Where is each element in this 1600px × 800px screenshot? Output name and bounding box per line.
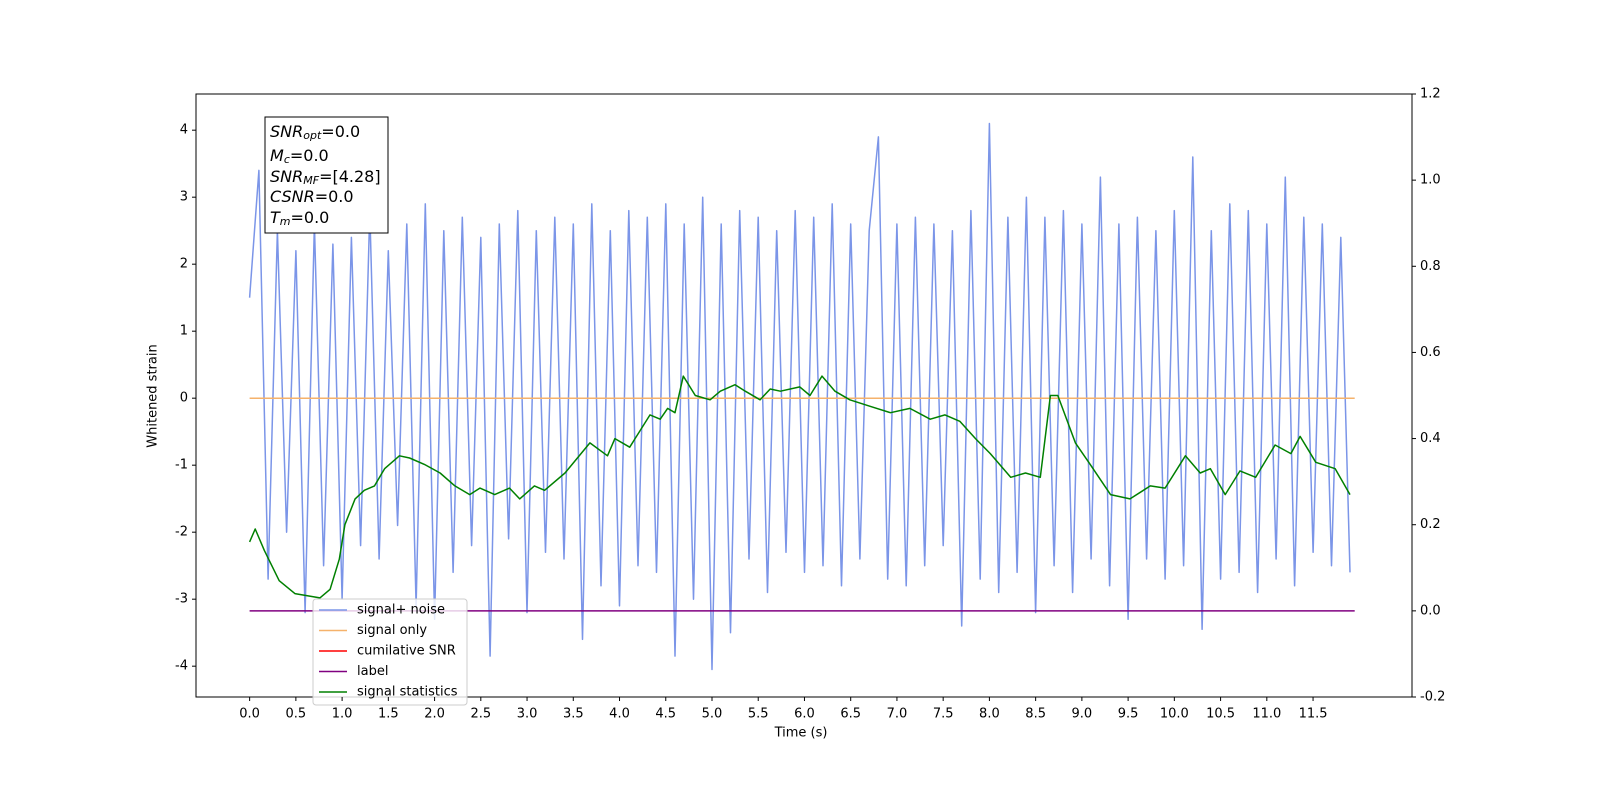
annotation-text: Tm=0.0 (270, 208, 329, 229)
x-tick-label: 3.5 (563, 707, 584, 722)
annotation-name: CSNR (270, 187, 315, 206)
annotation-subscript: opt (303, 129, 322, 142)
x-tick-label: 4.5 (655, 707, 676, 722)
series-line (248, 122, 1351, 671)
x-tick-label: 1.0 (332, 707, 353, 722)
annotation-name: SNR (270, 122, 303, 141)
x-tick-label: 11.0 (1252, 707, 1281, 722)
annotation-name: SNR (270, 167, 303, 186)
x-tick-label: 5.0 (702, 707, 723, 722)
x-tick-label: 0.0 (239, 707, 260, 722)
y-tick-label: -1 (175, 458, 188, 473)
x-tick-label: 9.0 (1072, 707, 1093, 722)
legend-label: cumilative SNR (357, 644, 456, 659)
annotation-value: =0.0 (321, 122, 360, 141)
y-tick-label: -4 (175, 659, 188, 674)
x-tick-label: 4.0 (609, 707, 630, 722)
annotation-value: =0.0 (290, 146, 329, 165)
y2-tick-label: 1.2 (1420, 87, 1441, 102)
x-tick-label: 8.5 (1025, 707, 1046, 722)
x-tick-label: 11.5 (1299, 707, 1328, 722)
x-tick-label: 2.5 (470, 707, 491, 722)
x-tick-label: 7.0 (887, 707, 908, 722)
x-tick-label: 6.5 (840, 707, 861, 722)
x-tick-label: 1.5 (378, 707, 399, 722)
annotation-value: =0.0 (315, 187, 354, 206)
legend-label: signal+ noise (357, 603, 445, 618)
x-tick-label: 10.0 (1160, 707, 1189, 722)
y-axis-label: Whitened strain (146, 344, 161, 447)
annotation-frame (264, 116, 389, 234)
legend: signal+ noise signal only cumilative SNR la… (312, 598, 468, 706)
y-tick-label: 1 (180, 324, 188, 339)
y-tick-label: 2 (180, 257, 188, 272)
y2-tick-label: -0.2 (1420, 690, 1445, 705)
y2-tick-label: 1.0 (1420, 173, 1441, 188)
legend-label: signal only (357, 623, 427, 638)
x-tick-label: 10.5 (1206, 707, 1235, 722)
y2-tick-label: 0.6 (1420, 345, 1441, 360)
y2-tick-label: 0.0 (1420, 603, 1441, 618)
y2-tick-label: 0.8 (1420, 259, 1441, 274)
annotation-text: SNRopt=0.0 (270, 122, 360, 143)
legend-frame (312, 598, 468, 706)
annotation-subscript: MF (303, 174, 319, 187)
y-tick-label: 0 (180, 391, 188, 406)
y-tick-label: 3 (180, 190, 188, 205)
x-tick-label: 6.0 (794, 707, 815, 722)
x-tick-label: 3.0 (517, 707, 538, 722)
y-tick-label: -2 (175, 525, 188, 540)
x-tick-label: 9.5 (1118, 707, 1139, 722)
y-tick-label: -3 (175, 592, 188, 607)
x-tick-label: 2.0 (424, 707, 445, 722)
annotation-name: T (270, 208, 281, 227)
y2-tick-label: 0.4 (1420, 431, 1441, 446)
x-axis-label: Time (s) (774, 726, 828, 741)
annotation-text: CSNR=0.0 (270, 187, 354, 206)
annotation-value: =[4.28] (319, 167, 381, 186)
annotation-name: M (270, 146, 284, 165)
annotation-value: =0.0 (291, 208, 330, 227)
annotation-text: Mc=0.0 (270, 146, 329, 167)
legend-label: signal statistics (357, 685, 458, 700)
legend-label: label (357, 664, 388, 679)
x-tick-label: 0.5 (286, 707, 307, 722)
x-tick-label: 7.5 (933, 707, 954, 722)
annotation-subscript: c (284, 153, 290, 166)
annotation-subscript: m (280, 215, 291, 228)
y2-tick-label: 0.2 (1420, 517, 1441, 532)
series-line (248, 375, 1351, 599)
y-tick-label: 4 (180, 123, 188, 138)
annotation-text: SNRMF=[4.28] (270, 167, 381, 188)
annotation-box: SNRopt=0.0Mc=0.0SNRMF=[4.28]CSNR=0.0Tm=0… (264, 116, 389, 234)
x-tick-label: 5.5 (748, 707, 769, 722)
x-tick-label: 8.0 (979, 707, 1000, 722)
